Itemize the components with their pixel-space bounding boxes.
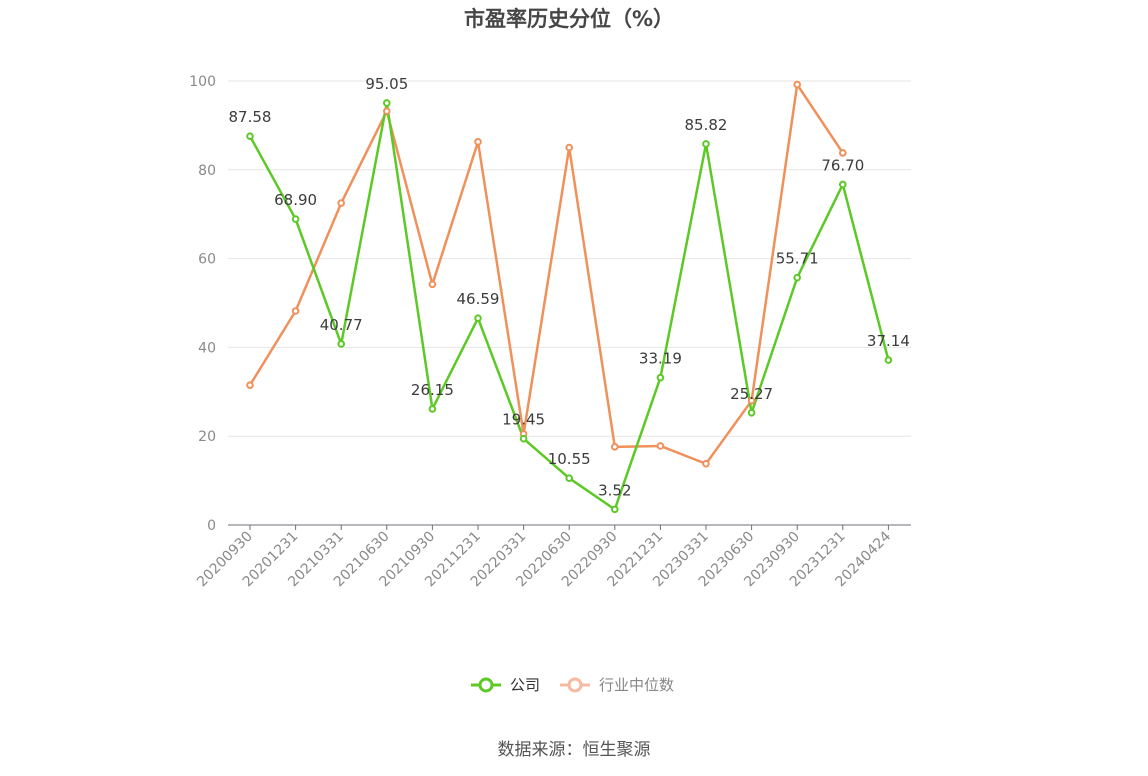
company-data-point[interactable] [428, 405, 437, 413]
company-data-point[interactable] [884, 356, 893, 364]
company-data-point[interactable] [474, 314, 482, 322]
series-points [246, 80, 893, 514]
data-label: 40.77 [320, 316, 363, 334]
data-label: 87.58 [229, 108, 272, 126]
industry-data-point[interactable] [291, 307, 300, 315]
industry-data-point[interactable] [747, 396, 756, 405]
data-label: 33.19 [639, 350, 682, 368]
company-data-point[interactable] [291, 215, 300, 223]
company-data-point[interactable] [656, 373, 665, 382]
company-data-point[interactable] [383, 99, 391, 107]
industry-data-point[interactable] [246, 381, 254, 389]
company-data-point[interactable] [702, 140, 710, 148]
legend-company-label: 公司 [510, 676, 540, 694]
data-label: 37.14 [867, 332, 910, 350]
data-label: 76.70 [821, 156, 864, 174]
data-label: 10.55 [548, 450, 591, 468]
industry-data-point[interactable] [474, 138, 482, 146]
y-tick-label: 20 [198, 429, 216, 445]
industry-data-point[interactable] [839, 149, 847, 157]
legend-item-company[interactable]: 公司 [471, 676, 540, 694]
legend-industry-label: 行业中位数 [599, 676, 674, 694]
company-data-point[interactable] [337, 340, 346, 348]
company-data-point[interactable] [519, 434, 528, 443]
source-note: 数据来源：恒生聚源 [498, 740, 651, 760]
data-label: 95.05 [365, 75, 408, 93]
legend[interactable]: 公司 行业中位数 [471, 676, 674, 694]
industry-data-point[interactable] [702, 459, 710, 468]
company-data-point[interactable] [246, 132, 254, 140]
industry-data-point[interactable] [656, 442, 665, 450]
company-data-point[interactable] [747, 409, 756, 417]
company-data-point[interactable] [565, 474, 574, 482]
data-label: 68.90 [274, 191, 317, 209]
industry-data-point[interactable] [428, 280, 437, 289]
industry-data-point[interactable] [793, 80, 802, 89]
company-series-line [248, 101, 890, 511]
data-label: 25.27 [730, 385, 773, 403]
industry-data-point[interactable] [565, 143, 574, 152]
data-label: 46.59 [457, 290, 500, 308]
data-label: 26.15 [411, 381, 454, 399]
legend-industry-marker-icon [567, 677, 583, 693]
y-tick-label: 100 [189, 74, 216, 90]
data-label: 85.82 [685, 116, 728, 134]
company-data-point[interactable] [793, 273, 802, 282]
y-tick-label: 40 [198, 340, 216, 356]
data-label: 19.45 [502, 411, 545, 429]
company-data-point[interactable] [839, 180, 847, 189]
industry-series-line [248, 83, 844, 465]
legend-item-industry[interactable]: 行业中位数 [560, 676, 674, 694]
legend-company-marker-icon [478, 677, 494, 693]
data-label: 3.52 [598, 481, 631, 499]
data-label: 55.71 [776, 250, 819, 268]
industry-data-point[interactable] [611, 443, 619, 451]
y-axis-ticks: 0 20 40 60 80 100 [189, 74, 216, 534]
data-labels: 87.58 68.90 40.77 95.05 26.15 46.59 19.45 10.55… [229, 75, 910, 499]
company-data-point[interactable] [611, 505, 619, 514]
x-axis: 2020093020201231202103312021063020210930… [194, 524, 911, 590]
industry-data-point[interactable] [383, 107, 391, 115]
y-tick-label: 60 [198, 252, 216, 268]
y-tick-label: 80 [198, 163, 216, 179]
chart-title: 市盈率历史分位（%） [464, 7, 674, 31]
industry-data-point[interactable] [337, 199, 346, 207]
y-tick-label: 0 [207, 518, 216, 534]
